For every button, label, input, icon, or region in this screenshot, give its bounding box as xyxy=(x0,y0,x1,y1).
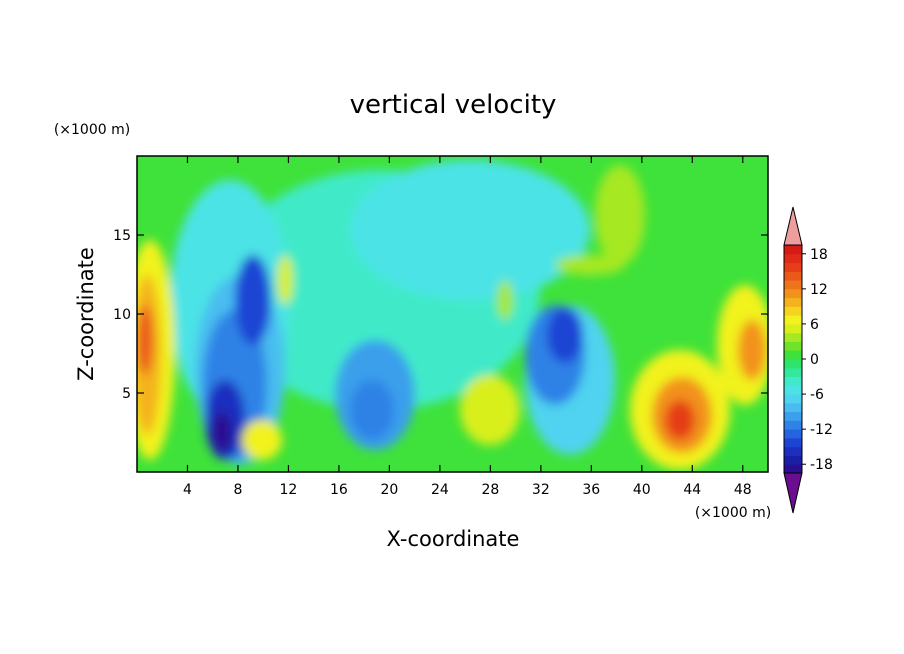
y-tick-label: 5 xyxy=(122,386,131,402)
y-axis-title: Z-coordinate xyxy=(74,247,98,381)
x-axis: 4 8 12 16 20 24 28 32 36 40 44 48 xyxy=(183,156,752,498)
colorbar-tick-label: -12 xyxy=(810,422,833,438)
colorbar-tick-label: -6 xyxy=(810,387,824,403)
colorbar-min-arrow xyxy=(783,472,803,514)
colorbar-swatch xyxy=(784,350,802,360)
colorbar-tick-label: 12 xyxy=(810,282,828,298)
y-axis: 5 10 15 xyxy=(113,228,768,402)
y-tick-label: 10 xyxy=(113,307,131,323)
x-tick-label: 36 xyxy=(582,482,600,498)
colorbar-swatch xyxy=(784,394,802,404)
colorbar-tick-label: 18 xyxy=(810,247,828,263)
colorbar-swatch xyxy=(784,315,802,325)
x-tick-label: 40 xyxy=(633,482,651,498)
colorbar-swatch xyxy=(784,402,802,413)
x-tick-label: 8 xyxy=(233,482,242,498)
colorbar-tick-label: 0 xyxy=(810,352,819,368)
colorbar-swatch xyxy=(784,297,802,307)
x-tick-label: 12 xyxy=(280,482,298,498)
x-tick-label: 48 xyxy=(734,482,752,498)
colorbar-max-arrow xyxy=(783,206,803,246)
colorbar-swatch xyxy=(784,262,802,272)
colorbar-swatch xyxy=(784,332,802,342)
x-tick-label: 20 xyxy=(380,482,398,498)
chart-title: vertical velocity xyxy=(350,90,557,120)
colorbar: 18 12 6 0 -6 -12 -18 xyxy=(783,206,833,514)
colorbar-swatch xyxy=(784,341,802,351)
colorbar-swatch xyxy=(784,288,802,299)
colorbar-tick-label: 6 xyxy=(810,317,819,333)
x-tick-label: 28 xyxy=(481,482,499,498)
colorbar-swatch xyxy=(784,245,802,255)
velocity-field xyxy=(137,156,768,472)
colorbar-swatch xyxy=(784,280,802,290)
colorbar-swatch xyxy=(784,306,802,316)
colorbar-swatch xyxy=(784,271,802,281)
colorbar-swatch xyxy=(784,359,802,369)
colorbar-swatch xyxy=(784,420,802,430)
x-axis-title: X-coordinate xyxy=(387,527,520,551)
x-tick-label: 32 xyxy=(532,482,550,498)
colorbar-swatch xyxy=(784,323,802,334)
colorbar-swatch xyxy=(784,446,802,456)
y-axis-unit: (×1000 m) xyxy=(54,122,130,138)
x-tick-label: 24 xyxy=(431,482,449,498)
y-tick-label: 15 xyxy=(113,228,131,244)
colorbar-swatch xyxy=(784,376,802,386)
x-tick-label: 4 xyxy=(183,482,192,498)
colorbar-swatch xyxy=(784,367,802,378)
colorbar-swatch xyxy=(784,253,802,264)
x-axis-unit: (×1000 m) xyxy=(695,505,771,521)
colorbar-swatch xyxy=(784,437,802,448)
colorbar-tick-label: -18 xyxy=(810,457,833,473)
colorbar-swatch xyxy=(784,455,802,465)
colorbar-swatch xyxy=(784,429,802,439)
x-tick-label: 44 xyxy=(683,482,701,498)
colorbar-swatch xyxy=(784,385,802,395)
colorbar-swatch xyxy=(784,411,802,421)
x-tick-label: 16 xyxy=(330,482,348,498)
colorbar-swatch xyxy=(784,464,802,474)
field-blobs xyxy=(137,160,768,470)
